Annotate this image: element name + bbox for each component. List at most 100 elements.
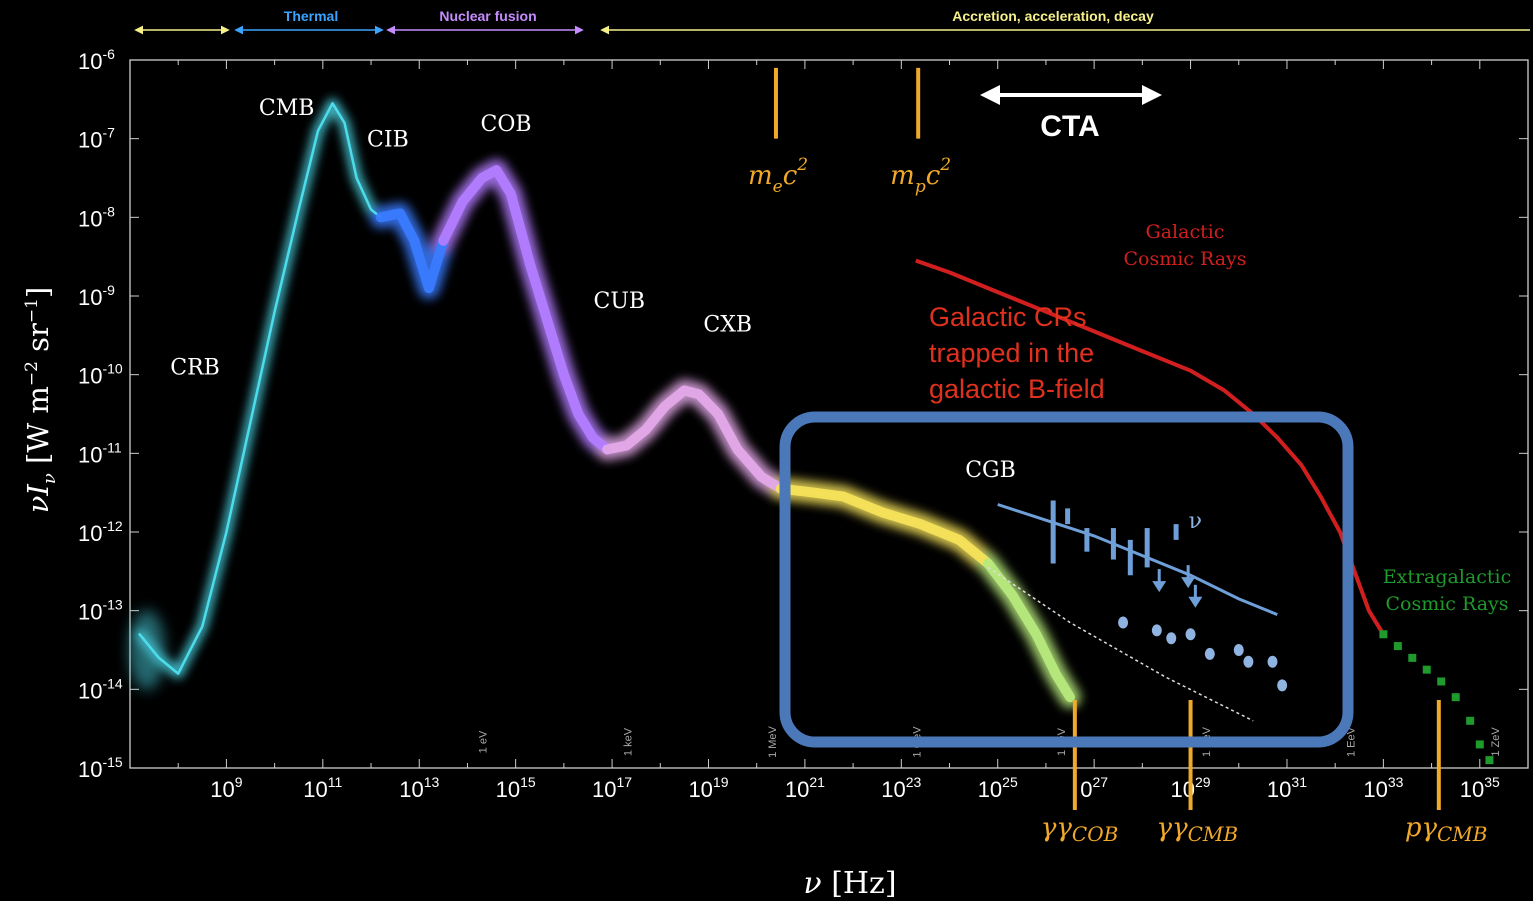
y-tick-label: 10-8: [78, 203, 115, 231]
x-tick-label: 1021: [785, 774, 825, 802]
energy-marker-label: 1 MeV: [767, 725, 779, 757]
neutrino-upper-limit-arrow: [1188, 596, 1203, 608]
threshold-label-bottom: γγCMB: [1157, 813, 1239, 846]
y-tick-label: 10-10: [78, 361, 123, 389]
component-label: CMB: [259, 96, 315, 121]
neutrino-upper-limit-arrow: [1181, 577, 1196, 589]
trapped-text-3: galactic B-field: [929, 374, 1105, 404]
energy-marker-label: 1 EeV: [1345, 726, 1357, 757]
crb-blob: [128, 610, 165, 690]
cgb-extrapolation: [987, 566, 1254, 722]
x-tick-labels: 109 1011 1013 1015 1017 1019 1021 1023 1025 027 10…: [210, 774, 1500, 802]
spectrum-series: [138, 102, 1254, 722]
neutrino-point: [1151, 624, 1162, 637]
energy-marker-label: 1 keV: [622, 727, 634, 756]
extragalactic-cr-label-1: Extragalactic: [1383, 566, 1512, 588]
energy-marker-label: 1 ZeV: [1490, 727, 1502, 757]
x-tick-label: 027: [1080, 774, 1108, 802]
x-tick-label: 1033: [1363, 774, 1403, 802]
threshold-label-bottom: pγCMB: [1405, 813, 1488, 846]
component-label: COB: [480, 112, 531, 137]
neutrino-fit-line: [997, 503, 1278, 616]
component-label: CIB: [367, 128, 409, 153]
x-tick-label: 109: [210, 774, 242, 802]
y-tick-labels: 10-6 10-7 10-8 10-9 10-10 10-11 10-12 10-13 10-1…: [78, 46, 123, 782]
y-tick-label: 10-12: [78, 518, 123, 546]
x-axis-label: ν [Hz]: [803, 866, 896, 901]
x-tick-label: 1013: [399, 774, 439, 802]
series-line: [375, 208, 449, 294]
band-label-thermal: Thermal: [284, 8, 338, 24]
series-glow: [432, 159, 619, 461]
axis-ticks: [129, 59, 1529, 769]
extragalactic-cr-point: [1451, 693, 1460, 702]
x-tick-label: 1017: [592, 774, 632, 802]
extragalactic-cr-point: [1485, 756, 1494, 765]
y-tick-label: 10-7: [78, 125, 115, 153]
neutrino-point: [1185, 628, 1196, 641]
threshold-label-bottom: γγCOB: [1041, 813, 1118, 846]
neutrino-upper-limit-arrow: [1152, 581, 1167, 593]
component-label: CRB: [170, 356, 220, 381]
plot-frame: [129, 59, 1529, 769]
series-line: [138, 102, 382, 675]
y-axis-label-group: νIν [W m−2 sr−1]: [21, 287, 60, 514]
neutrino-point: [1204, 647, 1215, 660]
threshold-label: mpc2: [890, 155, 951, 197]
x-tick-label: 1035: [1460, 774, 1500, 802]
component-label: ν: [1189, 509, 1202, 534]
component-labels: CRB CMB CIB COB CUB CXB CGB ν: [170, 96, 1202, 534]
extragalactic-cr-point: [1408, 653, 1417, 662]
neutrino-point: [1277, 679, 1288, 692]
series-line: [438, 165, 613, 455]
highlight-box: [779, 411, 1354, 748]
x-tick-label: 1025: [978, 774, 1018, 802]
component-label: CGB: [965, 458, 1016, 483]
band-label-fusion: Nuclear fusion: [439, 8, 536, 24]
neutrino-point: [1118, 616, 1129, 629]
band-label-accretion: Accretion, acceleration, decay: [952, 8, 1154, 24]
threshold-label: mec2: [748, 155, 808, 197]
series-line: [602, 385, 786, 494]
galactic-cr-label-2: Cosmic Rays: [1123, 248, 1246, 270]
neutrino-point: [1233, 644, 1244, 656]
component-label: CXB: [703, 312, 752, 337]
y-tick-label: 10-11: [78, 439, 122, 467]
y-tick-label: 10-14: [78, 675, 123, 703]
x-tick-label: 1031: [1267, 774, 1307, 802]
y-tick-label: 10-15: [78, 754, 123, 782]
series-line: [775, 483, 994, 569]
trapped-text-2: trapped in the: [929, 338, 1094, 368]
y-tick-label: 10-13: [78, 597, 123, 625]
energy-threshold-markers: mec2 mpc2 γγCOB γγCMB pγCMB: [748, 67, 1488, 846]
extragalactic-cr-point: [1475, 740, 1484, 749]
galactic-cr-label-1: Galactic: [1146, 221, 1225, 243]
cosmic-ray-series: [915, 258, 1494, 765]
energy-markers: 1 eV 1 keV 1 MeV 1 GeV 1 TeV 1 PeV 1 EeV 1 ZeV: [478, 725, 1502, 757]
y-tick-label: 10-9: [78, 282, 115, 310]
series-glow: [134, 98, 386, 679]
extragalactic-cr-point: [1379, 630, 1388, 639]
x-tick-label: 1011: [303, 774, 342, 802]
extragalactic-cr-point: [1422, 665, 1431, 674]
top-bands: Thermal Nuclear fusion Accretion, accele…: [134, 8, 1530, 35]
x-tick-label: 1015: [496, 774, 536, 802]
series-line: [983, 558, 1075, 703]
extragalactic-cr-point: [1393, 642, 1402, 651]
extragalactic-cr-label-2: Cosmic Rays: [1385, 593, 1508, 615]
trapped-text-1: Galactic CRs: [929, 302, 1087, 332]
x-tick-label: 1023: [881, 774, 921, 802]
component-label: CUB: [594, 289, 646, 314]
x-tick-label: 1019: [688, 774, 728, 802]
extragalactic-cr-point: [1437, 677, 1446, 686]
neutrino-data: [997, 500, 1288, 692]
cta-annotation: CTA: [980, 85, 1162, 143]
y-axis-label: νIν [W m−2 sr−1]: [21, 287, 60, 514]
energy-marker-label: 1 eV: [478, 730, 490, 753]
extragalactic-cr-point: [1466, 716, 1475, 725]
y-tick-label: 10-6: [78, 46, 115, 74]
cta-label: CTA: [1040, 110, 1099, 143]
neutrino-point: [1166, 632, 1177, 645]
series-glow: [769, 477, 1000, 575]
